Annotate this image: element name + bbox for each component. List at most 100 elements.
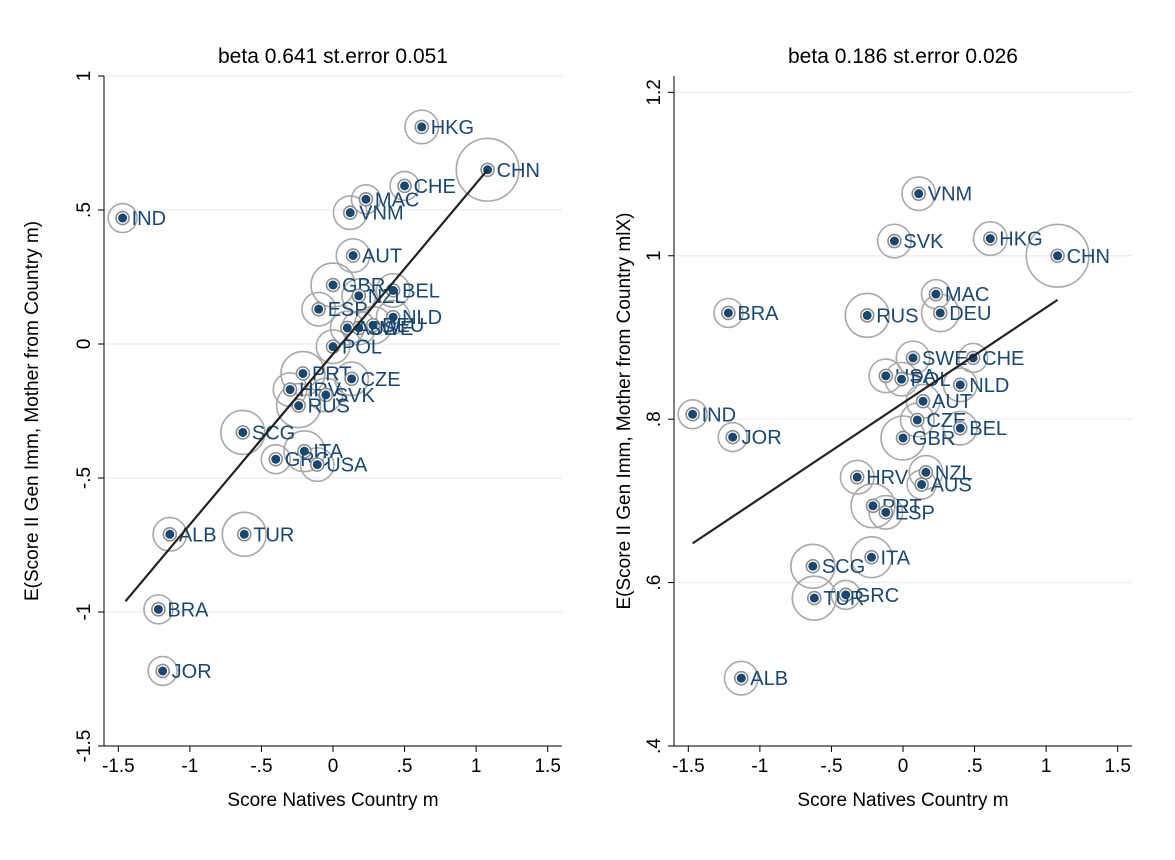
point-label-chn: CHN [1067,246,1110,268]
point-rus [862,310,872,320]
weight-bubble-jor [147,655,178,687]
point-vnm [345,208,355,218]
x-tick-label: .5 [967,756,983,777]
point-ind [118,213,128,223]
y-tick-label: 1.2 [644,79,665,105]
point-label-bel: BEL [969,418,1007,440]
point-label-esp: ESP [328,299,368,321]
point-hrv [852,472,862,482]
point-ind [688,409,698,419]
point-label-rus: RUS [876,305,918,327]
weight-bubble-ita [283,429,326,473]
y-axis-title: E(Score II Gen Imm, Mother from Country … [614,213,635,610]
weight-bubble-mac [350,184,382,215]
point-nzl [354,291,364,301]
point-aut [918,396,928,406]
weight-bubble-aut [335,238,371,274]
point-mac [361,194,371,204]
point-prt [298,368,308,378]
weight-bubble-esp [301,291,337,327]
point-label-svk: SVK [903,231,944,253]
point-prt [868,501,878,511]
point-label-aus: AUS [931,475,972,497]
point-hkg [985,234,995,244]
x-tick-label: 0 [898,756,909,777]
point-usa [881,371,891,381]
weight-bubble-gbr [880,415,926,461]
y-tick-label: .4 [644,738,665,754]
point-ita [299,446,309,456]
weight-bubble-svk [876,223,912,259]
weight-bubble-che [389,170,420,202]
x-tick-label: -1.5 [102,756,135,777]
point-grc [271,454,281,464]
point-gbr [898,433,908,443]
point-scg [238,427,248,437]
point-svk [889,236,899,246]
weight-bubble-prt [850,483,896,529]
point-label-aut: AUT [932,391,972,413]
weight-bubble-rus [844,292,890,339]
weight-bubble-ind [107,202,138,234]
weight-bubble-svk [308,377,344,413]
point-grc [841,590,851,600]
y-tick-label: 1 [74,71,95,82]
point-label-grc: GRC [855,585,899,607]
weight-bubble-pol [315,329,351,365]
y-tick-label: -.5 [74,467,95,489]
weight-bubble-scg [790,543,836,589]
point-rus [294,401,304,411]
point-label-mac: MAC [945,284,989,306]
point-label-mac: MAC [375,189,419,211]
weight-bubble-chn [1025,223,1090,288]
point-label-deu: DEU [382,315,424,337]
point-label-ita: ITA [313,441,343,463]
point-chn [1053,251,1063,261]
x-tick-label: -1.5 [672,756,705,777]
point-jor [158,666,168,676]
point-label-vnm: VNM [359,203,403,225]
weight-bubble-tur [221,511,268,558]
point-jor [728,432,738,442]
point-ita [867,552,877,562]
point-bel [955,423,965,433]
x-tick-label: -.5 [250,756,272,777]
weight-bubble-usa [299,447,335,483]
x-tick-label: 1 [1041,756,1052,777]
point-label-nld: NLD [402,307,442,329]
point-label-tur: TUR [823,588,864,610]
point-label-ind: IND [702,404,736,426]
point-label-esp: ESP [895,502,935,524]
weight-bubble-bra [143,594,174,625]
point-esp [881,507,891,517]
point-nld [955,380,965,390]
point-vnm [914,189,924,199]
weight-bubble-scg [220,409,266,456]
point-aus [342,323,352,333]
panel-1: -1.5 -1 -.5 0 .5 1 1.5 -1.5 -1 -.5 0 .5 1 beta 0.641 … [22,45,562,811]
weight-bubble-rus [275,382,322,429]
point-bel [388,285,398,295]
point-label-usa: USA [326,455,368,477]
weight-bubble-alb [723,660,759,696]
weight-bubble-prt [280,350,326,397]
point-deu [368,320,378,330]
point-aus [917,480,927,490]
point-label-pol: POL [342,337,382,359]
point-label-gbr: GBR [912,428,955,450]
point-label-swe: SWE [368,318,414,340]
y-tick-label: .6 [644,575,665,591]
x-tick-label: -.5 [820,756,842,777]
point-hrv [285,385,295,395]
weight-bubble-alb [152,516,188,552]
point-label-alb: ALB [750,668,788,690]
point-label-nzl: NZL [935,462,973,484]
weight-bubble-grc [260,443,291,475]
weight-bubble-nld [942,367,978,403]
weight-bubble-nld [375,299,411,335]
point-aut [348,251,358,261]
y-tick-label: 0 [74,339,95,350]
point-label-aus: AUS [356,318,397,340]
